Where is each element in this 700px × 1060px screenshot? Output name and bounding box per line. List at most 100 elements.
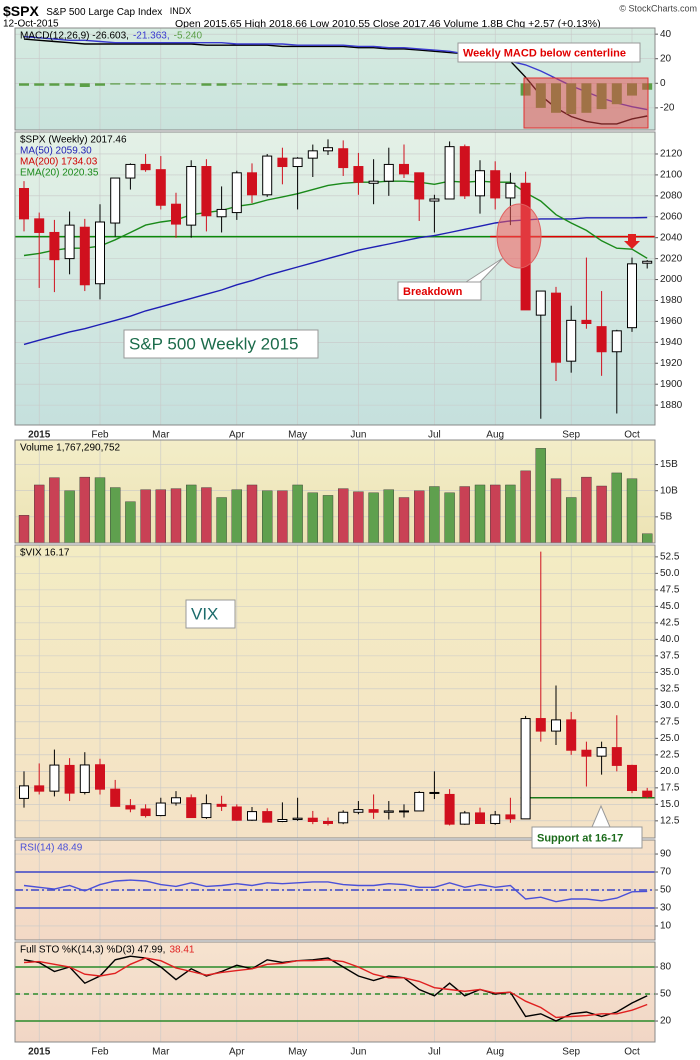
legend-entry: -5.240 xyxy=(174,31,203,42)
candle-body xyxy=(642,790,653,798)
y-tick-label: 2060 xyxy=(660,211,683,222)
candle-body xyxy=(505,182,516,199)
candle-body xyxy=(429,791,440,794)
histogram-bar xyxy=(19,83,29,86)
candle-body xyxy=(429,198,440,202)
panel-border xyxy=(14,839,656,941)
histogram-bar xyxy=(34,83,45,86)
panel: 12.5 15.0 17.5 20.0 22.5 25.0 27.5 30.0 32.5 35.0… xyxy=(14,544,680,839)
candle-body xyxy=(277,157,288,168)
candle-body xyxy=(414,791,425,812)
candle-body xyxy=(551,719,561,732)
histogram-bar xyxy=(95,83,105,86)
candle-body xyxy=(79,226,90,286)
candle-body xyxy=(262,811,273,823)
x-tick-label: Mar xyxy=(152,430,170,441)
histogram-bar xyxy=(64,83,75,86)
candle-body xyxy=(353,166,364,183)
x-tick-label: Aug xyxy=(486,430,504,441)
volume-bar xyxy=(94,477,106,543)
legend-entry: 38.41 xyxy=(169,945,194,956)
histogram-bar xyxy=(277,83,288,86)
legend-entry: EMA(20) 2020.35 xyxy=(20,168,99,179)
volume-bar xyxy=(490,484,501,543)
y-tick-label: 15.0 xyxy=(660,799,680,810)
annotation: S&P 500 Weekly 2015 xyxy=(129,334,299,353)
volume-bar xyxy=(231,489,243,543)
candle-body xyxy=(520,718,531,820)
candle-body xyxy=(231,806,242,821)
candle-body xyxy=(125,805,136,810)
legend-entry: RSI(14) 48.49 xyxy=(20,843,83,854)
volume-bar xyxy=(34,484,45,543)
volume-bar xyxy=(109,487,121,543)
panel-background xyxy=(15,545,655,838)
y-tick-label: 80 xyxy=(660,962,672,973)
macd-highlight xyxy=(523,77,649,129)
panel: 10 30 50 70 90 RSI(14) 48.49 xyxy=(14,839,672,941)
candle-body xyxy=(627,263,637,329)
panel-background xyxy=(15,942,655,1042)
plot-area xyxy=(18,448,653,543)
candle-body xyxy=(611,330,622,353)
volume-bar xyxy=(79,476,91,543)
x-tick-label: Jul xyxy=(428,1047,441,1058)
candle-body xyxy=(581,319,592,324)
volume-bar xyxy=(505,484,516,543)
volume-bar xyxy=(642,533,653,543)
candle-body xyxy=(186,166,197,226)
candle-body xyxy=(155,169,166,206)
candle-body xyxy=(444,146,455,200)
candle-body xyxy=(475,812,485,824)
candle-body xyxy=(49,231,60,261)
histogram-bar xyxy=(490,83,501,85)
legend-entry: MACD(12,26,9) -26.603, xyxy=(20,31,129,42)
annotation-box xyxy=(457,42,641,63)
candle-body xyxy=(383,810,394,813)
candle-body xyxy=(505,814,516,820)
annotation: Support at 16-17 xyxy=(537,832,623,844)
candle-body xyxy=(368,180,379,184)
histogram-bar xyxy=(475,83,485,85)
y-tick-label: 42.5 xyxy=(660,618,680,629)
x-tick-label: Feb xyxy=(91,430,109,441)
y-tick-label: 45.0 xyxy=(660,601,680,612)
candle-body xyxy=(110,788,121,807)
histogram-bar xyxy=(338,83,349,85)
series-line xyxy=(23,180,648,259)
candle-body xyxy=(216,208,227,218)
volume-bar xyxy=(49,477,60,543)
y-tick-label: 2000 xyxy=(660,274,683,285)
exchange: INDX xyxy=(170,6,192,16)
x-tick-label: May xyxy=(288,430,307,441)
y-tick-label: 40.0 xyxy=(660,634,680,645)
candle-body xyxy=(186,797,197,819)
y-tick-label: 50 xyxy=(660,989,672,1000)
histogram-bar xyxy=(307,83,318,85)
candle-body xyxy=(95,764,105,790)
candle-body xyxy=(551,292,561,363)
histogram-bar xyxy=(110,83,121,85)
y-tick-label: 30.0 xyxy=(660,700,680,711)
candle-body xyxy=(338,148,349,169)
candle-body xyxy=(596,747,607,757)
histogram-bar xyxy=(444,83,455,85)
candle-body xyxy=(34,218,45,233)
legend-entry: Volume 1,767,290,752 xyxy=(20,443,121,454)
y-tick-label: 47.5 xyxy=(660,585,680,596)
y-tick-label: 20 xyxy=(660,53,672,64)
arrow xyxy=(624,234,640,249)
candle-body xyxy=(490,170,501,199)
candle-body xyxy=(79,764,90,793)
y-tick-label: 20 xyxy=(660,1016,672,1027)
x-tick-label: Apr xyxy=(229,1047,245,1058)
panel-border xyxy=(14,131,656,426)
x-tick-label: Jun xyxy=(350,1047,366,1058)
candle-body xyxy=(64,224,75,260)
y-tick-label: 25.0 xyxy=(660,733,680,744)
y-tick-label: 90 xyxy=(660,849,672,860)
histogram-bar xyxy=(383,83,394,85)
annotation: VIX xyxy=(191,604,218,623)
annotation-box xyxy=(123,329,319,359)
